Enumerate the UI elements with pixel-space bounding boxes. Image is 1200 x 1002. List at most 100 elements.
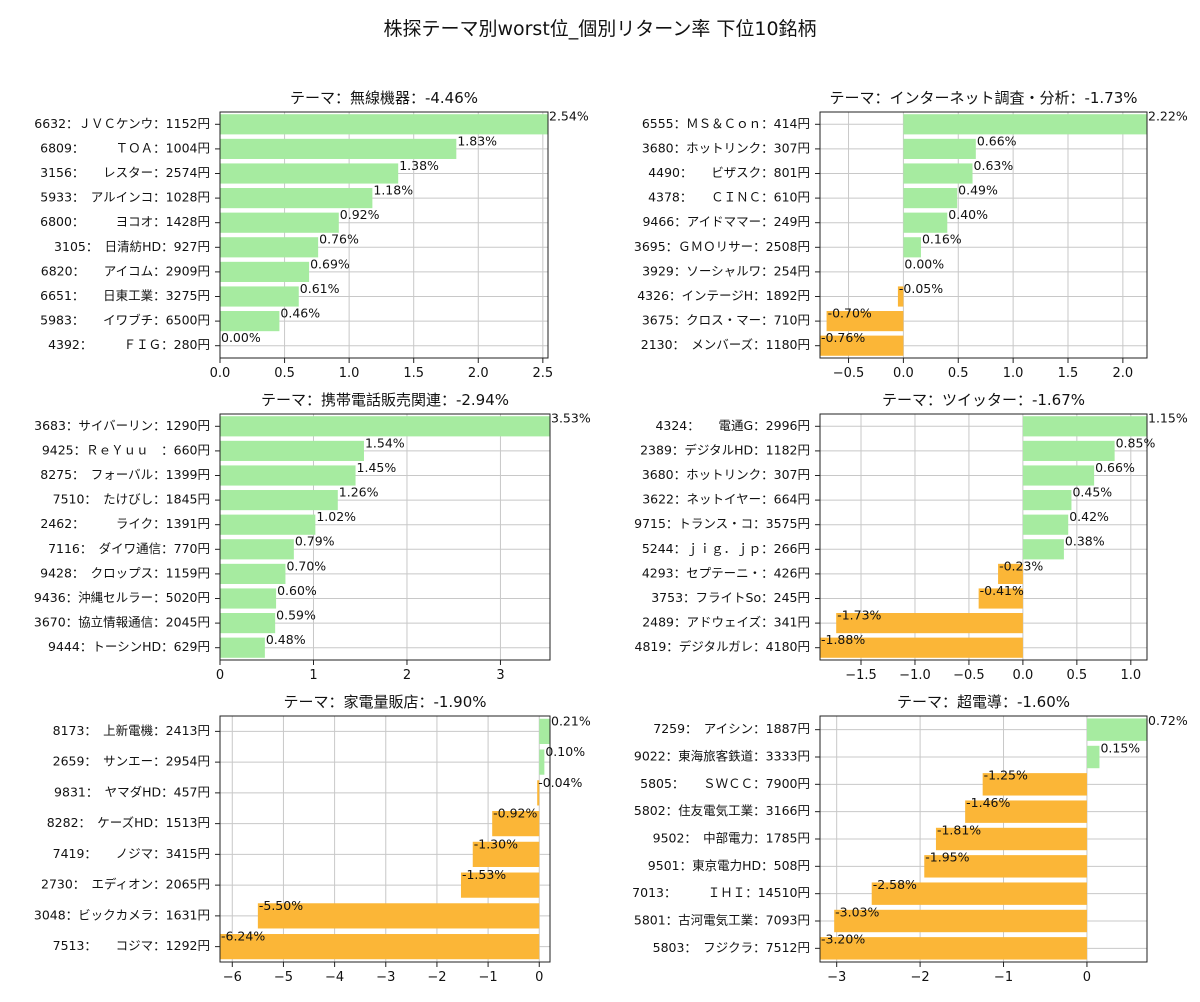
category-label: 3929：ソーシャルワ：254円 [642, 263, 810, 278]
bar [1022, 416, 1147, 437]
category-label: 5802：住友電気工業：3166円 [634, 803, 810, 818]
category-label: 3680：ホットリンク：307円 [642, 467, 810, 482]
data-label: 0.69% [310, 256, 350, 271]
x-tick-label: −3 [827, 970, 846, 985]
x-tick-label: 0.5 [948, 366, 969, 381]
category-label: 2130： メンバーズ：1180円 [641, 337, 810, 352]
chart-title: テーマ：携帯電話販売関連：-2.94% [261, 391, 509, 409]
data-label: 1.38% [399, 158, 439, 173]
bar [220, 563, 286, 584]
data-label: 0.63% [974, 158, 1014, 173]
data-label: 0.85% [1116, 435, 1156, 450]
x-tick-label: −1 [479, 970, 498, 985]
bar [220, 261, 310, 282]
bar [1022, 440, 1115, 461]
category-label: 4392： ＦＩＧ：280円 [48, 337, 210, 352]
data-label: 0.00% [221, 330, 261, 345]
x-tick-label: 0 [1083, 970, 1091, 985]
data-label: 0.66% [1095, 460, 1135, 475]
data-label: 0.40% [948, 207, 988, 222]
category-label: 7510： たけびし：1845円 [53, 492, 210, 507]
category-label: 5983： イワブチ：6500円 [40, 313, 210, 328]
category-label: 7013： ＩＨＩ：14510円 [632, 885, 810, 900]
category-label: 9466：アイドママー：249円 [642, 214, 810, 229]
bar [537, 780, 540, 806]
bar [978, 588, 1023, 609]
data-label: -6.24% [221, 929, 265, 944]
bar [903, 188, 958, 209]
chart-title: テーマ：家電量販店：-1.90% [283, 693, 486, 711]
data-label: -1.46% [966, 795, 1010, 810]
data-label: -2.58% [873, 877, 917, 892]
x-tick-label: 2.0 [468, 366, 489, 381]
category-label: 4819：デジタルガレ：4180円 [635, 639, 811, 654]
category-label: 5801：古河電気工業：7093円 [634, 913, 810, 928]
category-label: 3156： レスター：2574円 [40, 165, 210, 180]
data-label: 1.83% [457, 133, 497, 148]
category-label: 2730： エディオン：2065円 [41, 877, 210, 892]
chart-wireless-equipment: 2.54% 6632：ＪＶＣケンウ：1152円 1.83% 6809： ＴＯＡ：100… [34, 89, 589, 381]
bar [820, 637, 1023, 658]
category-label: 3622：ネットイヤー：664円 [642, 492, 810, 507]
category-label: 8173： 上新電機：2413円 [53, 723, 210, 738]
bar [935, 827, 1087, 851]
data-label: 1.18% [373, 183, 413, 198]
x-tick-label: −0.5 [833, 366, 865, 381]
bar [1022, 490, 1072, 511]
x-tick-label: 1.5 [403, 366, 424, 381]
x-tick-label: 2 [403, 668, 411, 683]
category-label: 7419： ノジマ：3415円 [53, 846, 210, 861]
bar [220, 311, 280, 332]
bar [472, 841, 540, 867]
data-label: -0.05% [899, 281, 943, 296]
x-tick-label: 0.5 [1067, 668, 1088, 683]
category-label: 6820： アイコム：2909円 [41, 263, 210, 278]
bar [220, 613, 276, 634]
bar [820, 335, 904, 356]
bar [1022, 514, 1069, 535]
data-label: -1.30% [474, 836, 518, 851]
category-label: 3105： 日清紡HD：927円 [54, 239, 210, 254]
category-label: 3695：ＧＭＯリサー：2508円 [634, 239, 810, 254]
data-label: -0.76% [821, 330, 865, 345]
data-label: -0.04% [538, 775, 582, 790]
category-label: 4490： ビザスク：801円 [648, 165, 810, 180]
category-label: 5933： アルインコ：1028円 [40, 190, 210, 205]
plot-frame [819, 413, 1148, 661]
category-label: 6800： ヨコオ：1428円 [40, 214, 210, 229]
data-label: 0.46% [280, 306, 320, 321]
data-label: 0.00% [904, 256, 944, 271]
category-label: 2659： サンエー：2954円 [53, 754, 210, 769]
data-label: 1.54% [365, 435, 405, 450]
category-label: 5244：ｊｉｇ．ｊｐ：266円 [642, 541, 810, 556]
category-label: 3670：協立情報通信：2045円 [34, 615, 210, 630]
bar [460, 872, 540, 898]
category-label: 4324： 電通G：2996円 [655, 418, 810, 433]
data-label: -3.20% [821, 932, 865, 947]
bar [903, 138, 976, 159]
data-label: -3.03% [835, 904, 879, 919]
x-tick-label: 1.0 [339, 366, 360, 381]
category-label: 6809： ＴＯＡ：1004円 [40, 140, 210, 155]
x-tick-label: 2.0 [1113, 366, 1134, 381]
bar [897, 286, 904, 307]
plot-frame [219, 715, 551, 963]
data-label: -0.92% [493, 806, 537, 821]
bar [826, 311, 904, 332]
x-tick-label: −1.5 [845, 668, 877, 683]
bar [220, 416, 550, 437]
x-tick-label: 0.0 [210, 366, 231, 381]
bar [220, 163, 399, 184]
plot-frame [819, 715, 1148, 963]
data-label: 0.59% [276, 608, 316, 623]
category-label: 2489：アドウェイズ：341円 [642, 615, 810, 630]
category-label: 4293：セプテーニ・：426円 [642, 565, 810, 580]
category-label: 9425：ＲｅＹｕｕ ：660円 [42, 442, 210, 457]
category-label: 6632：ＪＶＣケンウ：1152円 [34, 116, 210, 131]
bar [924, 855, 1087, 878]
bar [220, 114, 548, 135]
data-label: 0.49% [958, 183, 998, 198]
bar [871, 882, 1087, 905]
bar [220, 212, 339, 233]
category-label: 2389：デジタルHD：1182円 [640, 442, 810, 457]
